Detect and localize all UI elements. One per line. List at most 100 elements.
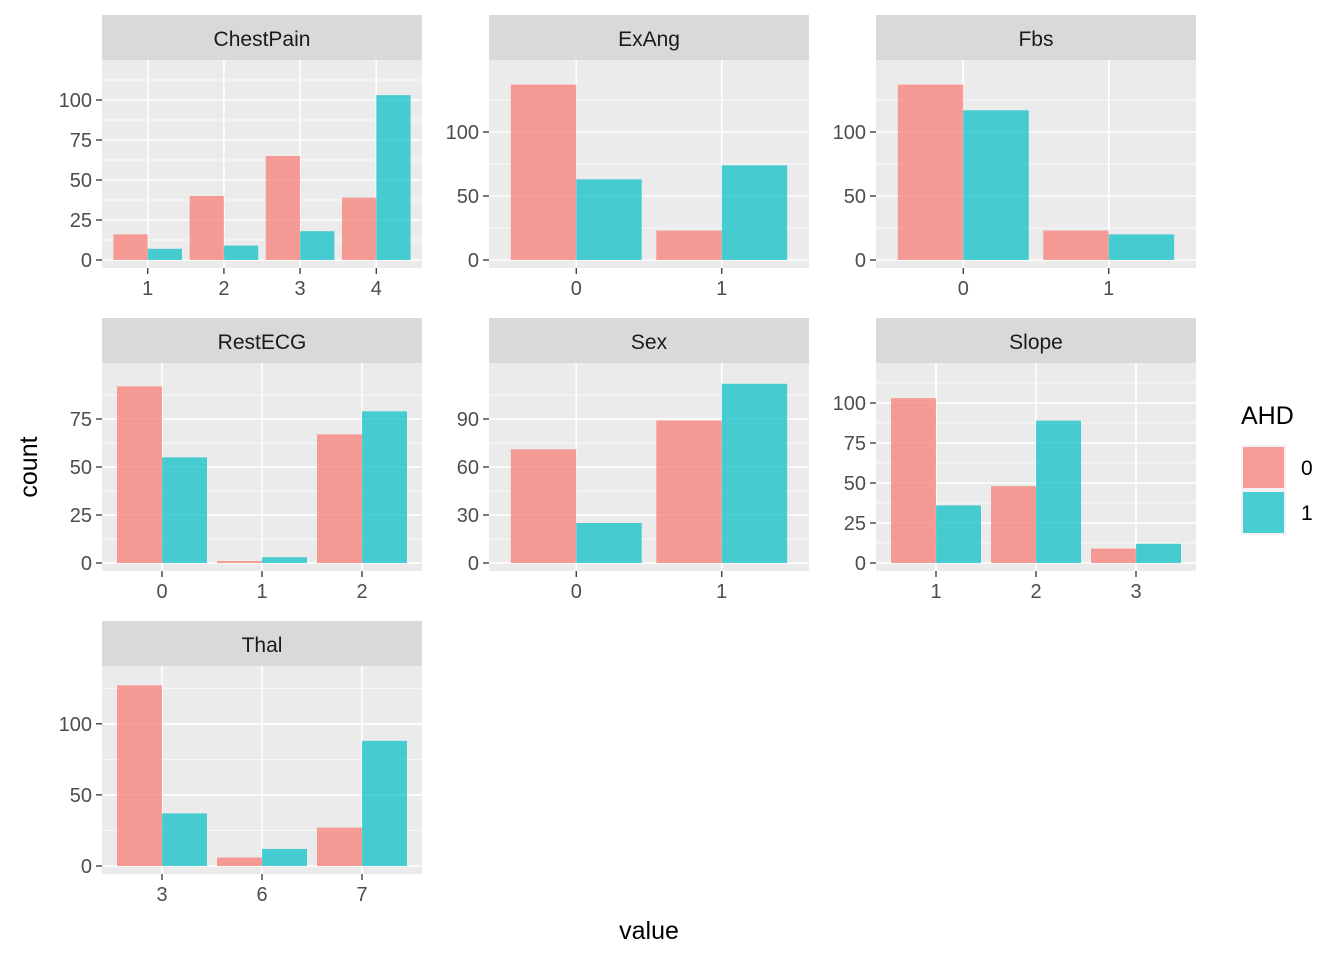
- bar-ahd-1: [576, 179, 642, 260]
- bar-ahd-0: [317, 434, 362, 563]
- x-tick-label: 1: [930, 581, 941, 603]
- y-tick-label: 25: [70, 210, 92, 232]
- bar-ahd-0: [265, 156, 301, 260]
- x-tick-label: 0: [571, 581, 582, 603]
- bar-ahd-0: [117, 685, 162, 866]
- bar-ahd-1: [963, 110, 1029, 261]
- x-tick-label: 2: [356, 581, 367, 603]
- bar-ahd-0: [510, 449, 577, 563]
- x-axis-title: value: [619, 917, 679, 945]
- y-tick-label: 50: [844, 186, 866, 208]
- x-tick-label: 0: [571, 278, 582, 300]
- y-tick-label: 75: [844, 433, 866, 455]
- bar-ahd-1: [936, 505, 981, 563]
- y-tick-label: 60: [457, 457, 479, 479]
- x-tick-label: 4: [371, 278, 382, 300]
- bar-ahd-0: [1091, 548, 1136, 563]
- bar-ahd-0: [317, 827, 362, 866]
- bar-ahd-1: [262, 848, 307, 866]
- facet-title: RestECG: [218, 331, 307, 354]
- facet-restecg: RestECG 0 25 50 75 0 1 2: [70, 318, 422, 603]
- bar-ahd-1: [300, 231, 335, 260]
- bar-ahd-0: [113, 234, 148, 260]
- bar-ahd-1: [362, 411, 407, 563]
- facet-strip: [876, 318, 1196, 363]
- bar-ahd-0: [217, 561, 262, 563]
- y-tick-label: 30: [457, 505, 479, 527]
- y-tick-label: 100: [59, 90, 92, 112]
- x-tick-label: 3: [295, 278, 306, 300]
- y-tick-label: 100: [446, 122, 479, 144]
- facet-title: ExAng: [618, 28, 680, 51]
- legend-title: AHD: [1241, 402, 1294, 430]
- bar-ahd-0: [656, 420, 722, 563]
- facet-strip: [876, 15, 1196, 60]
- legend-key-ahd-1: [1243, 492, 1284, 533]
- x-tick-label: 2: [1030, 581, 1041, 603]
- bar-ahd-0: [510, 84, 577, 260]
- bar-ahd-1: [1136, 543, 1181, 563]
- bar-ahd-1: [162, 813, 207, 866]
- facet-strip: [489, 318, 809, 363]
- bar-ahd-1: [721, 383, 788, 563]
- y-tick-label: 50: [70, 457, 92, 479]
- bar-ahd-0: [897, 84, 964, 260]
- y-tick-label: 0: [468, 553, 479, 575]
- facet-thal: Thal 0 50 100 3 6 7: [59, 621, 422, 906]
- y-tick-label: 75: [70, 130, 92, 152]
- x-tick-label: 1: [142, 278, 153, 300]
- facet-strip: [102, 318, 422, 363]
- bar-ahd-1: [262, 557, 307, 563]
- x-tick-label: 0: [156, 581, 167, 603]
- bar-ahd-0: [991, 486, 1036, 563]
- x-tick-label: 1: [256, 581, 267, 603]
- facet-title: Slope: [1009, 331, 1063, 354]
- facet-strip: [102, 15, 422, 60]
- bar-ahd-0: [891, 398, 936, 563]
- bar-ahd-1: [162, 457, 207, 563]
- y-tick-label: 50: [70, 785, 92, 807]
- facet-title: ChestPain: [214, 28, 311, 51]
- y-tick-label: 50: [457, 186, 479, 208]
- facet-title: Sex: [631, 331, 668, 354]
- x-tick-label: 0: [958, 278, 969, 300]
- bar-ahd-0: [117, 386, 162, 563]
- y-tick-label: 25: [844, 513, 866, 535]
- facet-chestpain: ChestPain 0 25 50 75 100 1 2 3 4: [59, 15, 422, 300]
- facet-title: Fbs: [1018, 28, 1053, 51]
- y-tick-label: 50: [844, 473, 866, 495]
- bar-ahd-0: [217, 857, 262, 866]
- y-tick-label: 100: [59, 714, 92, 736]
- y-tick-label: 0: [855, 553, 866, 575]
- y-tick-label: 90: [457, 409, 479, 431]
- bar-ahd-1: [576, 523, 642, 563]
- y-tick-label: 50: [70, 170, 92, 192]
- facet-exang: ExAng 0 50 100 0 1: [446, 15, 809, 300]
- y-tick-label: 0: [855, 250, 866, 272]
- facet-strip: [102, 621, 422, 666]
- facet-strip: [489, 15, 809, 60]
- y-tick-label: 100: [833, 122, 866, 144]
- facet-fbs: Fbs 0 50 100 0 1: [833, 15, 1196, 300]
- facet-title: Thal: [242, 634, 283, 657]
- x-tick-label: 2: [218, 278, 229, 300]
- bar-ahd-1: [1036, 420, 1081, 563]
- y-tick-label: 0: [468, 250, 479, 272]
- facet-slope: Slope 0 25 50 75 100 1 2 3: [833, 318, 1196, 603]
- y-tick-label: 0: [81, 553, 92, 575]
- x-tick-label: 3: [1130, 581, 1141, 603]
- bar-ahd-1: [721, 165, 788, 260]
- bar-ahd-1: [376, 95, 411, 260]
- bar-ahd-1: [147, 248, 182, 260]
- bar-ahd-0: [1043, 230, 1109, 260]
- y-axis-title: count: [15, 436, 43, 497]
- x-tick-label: 1: [716, 581, 727, 603]
- y-tick-label: 0: [81, 250, 92, 272]
- legend-label: 0: [1301, 457, 1313, 480]
- legend: AHD 0 1: [1241, 402, 1313, 535]
- x-tick-label: 7: [356, 884, 367, 906]
- y-tick-label: 75: [70, 409, 92, 431]
- legend-label: 1: [1301, 502, 1313, 525]
